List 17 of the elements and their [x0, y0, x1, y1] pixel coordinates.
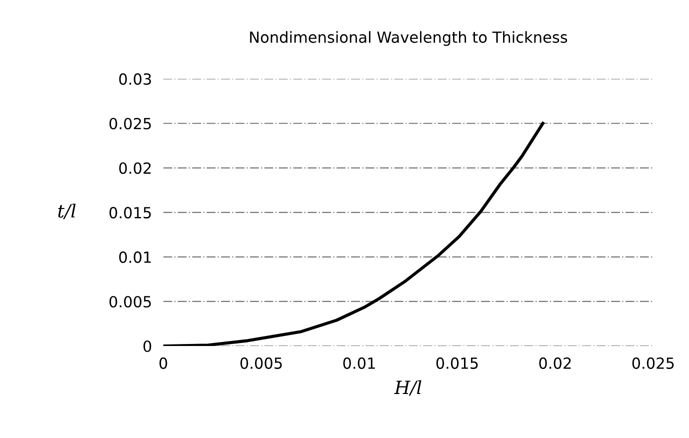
line-series	[163, 122, 544, 346]
y-tick-label: 0.03	[119, 73, 151, 85]
y-tick-label: 0.005	[109, 296, 151, 308]
x-tick-label: 0.015	[436, 357, 478, 369]
x-tick-label: 0.02	[539, 357, 571, 369]
x-axis-title: H/l	[394, 380, 422, 396]
y-tick-label: 0.02	[119, 162, 151, 174]
x-tick-label: 0.01	[343, 357, 375, 369]
x-tick-label: 0.025	[632, 357, 674, 369]
y-tick-label: 0.025	[109, 118, 151, 130]
y-tick-label: 0.015	[109, 206, 151, 218]
x-tick-label: 0	[159, 357, 168, 369]
y-tick-label: 0	[143, 340, 152, 352]
y-tick-label: 0.01	[119, 251, 151, 263]
y-axis-title: t/l	[58, 204, 76, 220]
chart-title: Nondimensional Wavelength to Thickness	[250, 31, 568, 46]
x-tick-label: 0.005	[240, 357, 282, 369]
